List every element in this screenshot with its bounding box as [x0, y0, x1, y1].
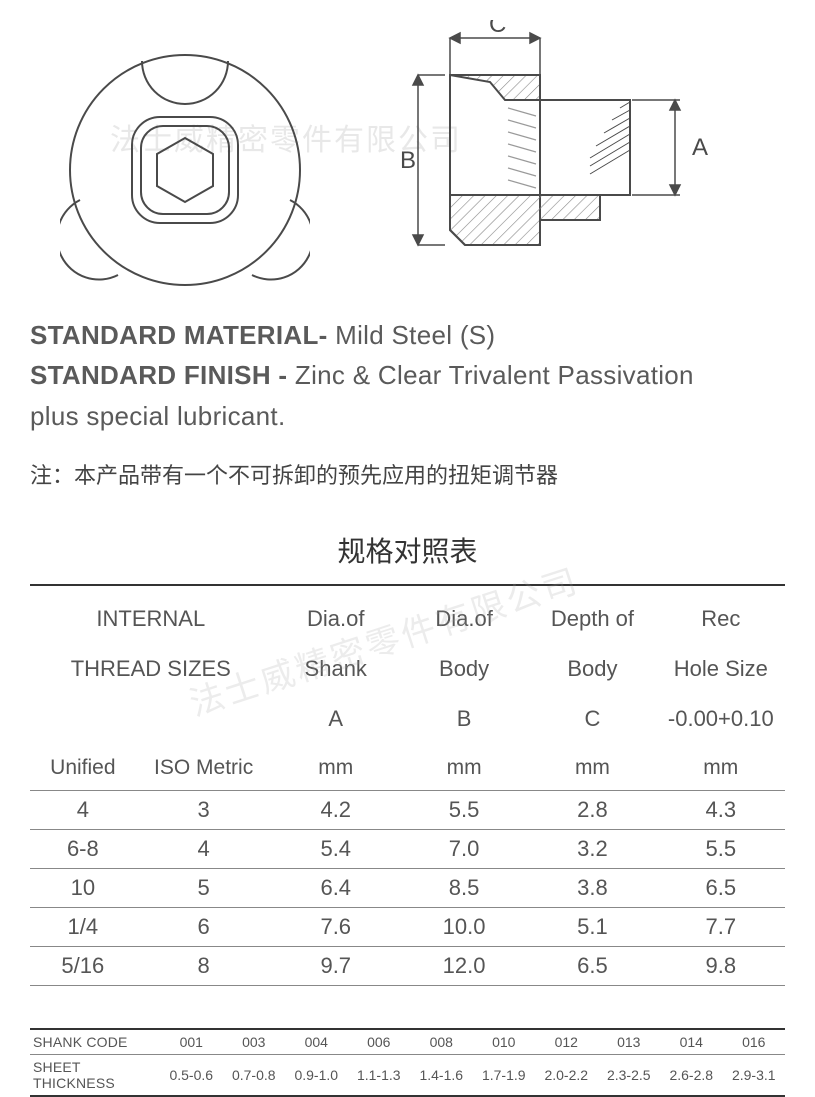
hdr-shank1: Dia.of: [272, 586, 400, 636]
hdr-internal1: INTERNAL: [30, 586, 272, 636]
table-row: 1056.48.53.86.5: [30, 868, 785, 907]
sub-mm3: mm: [528, 746, 656, 791]
section-view-drawing: C B: [400, 20, 800, 300]
hdr-depth1: Depth of: [528, 586, 656, 636]
table-row: 6-845.47.03.25.5: [30, 829, 785, 868]
dim-a-label: A: [692, 134, 708, 161]
hdr-shank3: A: [272, 686, 400, 746]
technical-diagram: 法士威精密零件有限公司 C: [30, 20, 785, 300]
hdr-hole2: Hole Size: [657, 636, 785, 686]
sub-mm1: mm: [272, 746, 400, 791]
note-line: 注：本产品带有一个不可拆卸的预先应用的扭矩调节器: [30, 458, 785, 490]
hdr-hole1: Rec: [657, 586, 785, 636]
hdr-depth2: Body: [528, 636, 656, 686]
sub-iso: ISO Metric: [136, 746, 272, 791]
table-row: 5/1689.712.06.59.8: [30, 946, 785, 985]
shank-code-table: SHANK CODE 001 003 004 006 008 010 012 0…: [30, 1028, 785, 1097]
sub-mm2: mm: [400, 746, 528, 791]
material-label: STANDARD MATERIAL-: [30, 320, 328, 350]
sub-mm4: mm: [657, 746, 785, 791]
front-view-drawing: [60, 45, 310, 295]
hdr-depth3: C: [528, 686, 656, 746]
hdr-internal2: THREAD SIZES: [30, 636, 272, 686]
sub-unified: Unified: [30, 746, 136, 791]
hdr-hole3: -0.00+0.10: [657, 686, 785, 746]
material-value: Mild Steel (S): [328, 320, 496, 350]
material-line-3: plus special lubricant.: [30, 396, 785, 436]
hdr-body2: Body: [400, 636, 528, 686]
hdr-shank2: Shank: [272, 636, 400, 686]
hdr-body1: Dia.of: [400, 586, 528, 636]
spec-table: INTERNAL Dia.of Dia.of Depth of Rec THRE…: [30, 584, 785, 986]
finish-value: Zinc & Clear Trivalent Passivation: [287, 360, 693, 390]
hdr-body3: B: [400, 686, 528, 746]
sheet-thickness-label: SHEET THICKNESS: [30, 1054, 160, 1096]
dim-c-label: C: [489, 20, 506, 38]
material-line-1: STANDARD MATERIAL- Mild Steel (S): [30, 315, 785, 355]
table-row: 1/467.610.05.17.7: [30, 907, 785, 946]
table-title: 规格对照表: [30, 530, 785, 570]
table-row: 434.25.52.84.3: [30, 790, 785, 829]
shank-code-label: SHANK CODE: [30, 1030, 160, 1055]
finish-label: STANDARD FINISH -: [30, 360, 287, 390]
material-block: STANDARD MATERIAL- Mild Steel (S) STANDA…: [30, 315, 785, 436]
dim-b-label: B: [400, 147, 416, 174]
material-line-2: STANDARD FINISH - Zinc & Clear Trivalent…: [30, 355, 785, 395]
